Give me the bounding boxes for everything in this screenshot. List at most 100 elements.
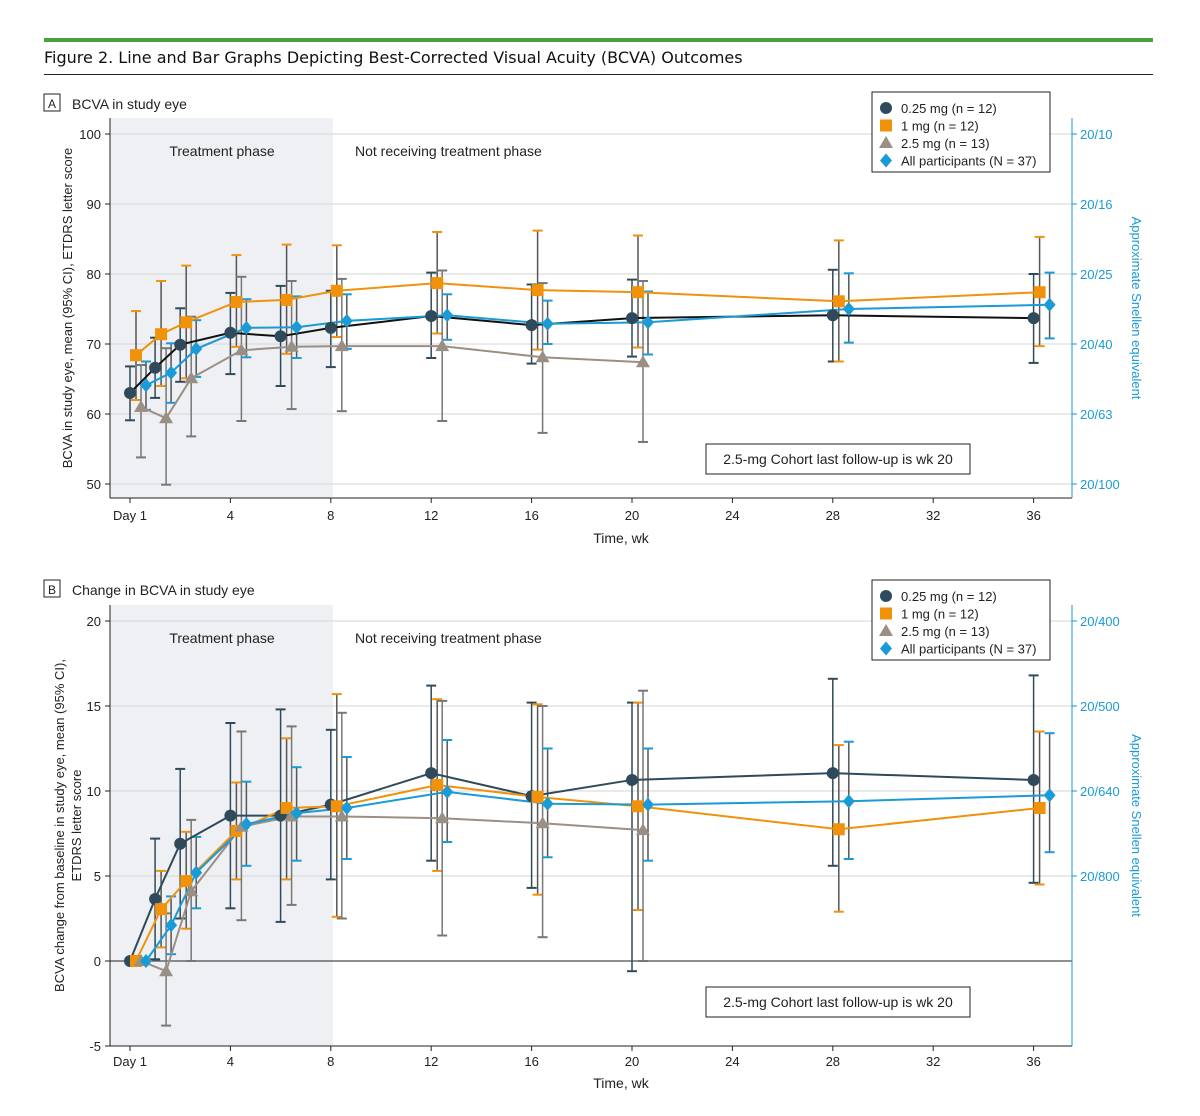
x-tick-label: 16 xyxy=(524,508,538,523)
data-point-diamond xyxy=(441,784,454,799)
y2-tick-label: 20/500 xyxy=(1080,699,1120,714)
data-point-square xyxy=(880,607,892,620)
data-point-triangle xyxy=(159,964,174,977)
data-point-circle xyxy=(1027,312,1040,325)
legend-label: 1 mg (n = 12) xyxy=(901,119,979,134)
data-point-circle xyxy=(1027,773,1040,786)
data-point-square xyxy=(330,800,343,813)
x-tick-label: 36 xyxy=(1026,1054,1040,1069)
data-point-circle xyxy=(826,767,839,780)
data-point-circle xyxy=(149,892,162,905)
data-point-triangle xyxy=(636,355,650,368)
x-tick-label: 28 xyxy=(826,1054,840,1069)
data-point-diamond xyxy=(190,341,203,356)
data-point-triangle xyxy=(879,624,893,636)
x-tick-label: Day 1 xyxy=(113,1054,147,1069)
data-point-square xyxy=(330,284,343,297)
y-axis-title: BCVA change from baseline in study eye, … xyxy=(52,659,84,992)
data-point-square xyxy=(280,293,293,306)
y-tick-label: 80 xyxy=(87,267,101,282)
x-tick-label: 32 xyxy=(926,1054,940,1069)
data-point-square xyxy=(280,802,293,814)
data-point-circle xyxy=(425,767,438,780)
y2-tick-label: 20/100 xyxy=(1080,477,1120,492)
data-point-triangle xyxy=(334,809,349,822)
x-tick-label: 12 xyxy=(424,508,438,523)
y-tick-label: 0 xyxy=(94,954,101,969)
data-point-diamond xyxy=(290,806,303,821)
y-tick-label: -5 xyxy=(89,1039,101,1054)
data-point-square xyxy=(155,328,168,341)
data-point-diamond xyxy=(165,365,178,380)
y2-axis-title: Approximate Snellen equivalent xyxy=(1129,734,1144,917)
data-point-circle xyxy=(880,590,892,602)
y2-tick-label: 20/640 xyxy=(1080,784,1120,799)
data-point-triangle xyxy=(535,816,550,829)
figure-title: Figure 2. Line and Bar Graphs Depicting … xyxy=(44,48,743,67)
y-tick-label: 70 xyxy=(87,337,101,352)
data-point-circle xyxy=(174,338,187,351)
data-point-square xyxy=(632,800,644,813)
data-point-circle xyxy=(880,102,892,114)
annotation-box xyxy=(705,443,971,475)
y-tick-label: 100 xyxy=(79,127,101,142)
data-point-diamond xyxy=(190,865,203,880)
y-tick-label: 50 xyxy=(87,477,101,492)
x-tick-label: 8 xyxy=(327,508,334,523)
data-point-triangle xyxy=(879,136,893,148)
data-point-square xyxy=(632,286,644,299)
data-point-diamond xyxy=(140,378,152,393)
legend-label: 0.25 mg (n = 12) xyxy=(901,101,997,116)
phase-label-off: Not receiving treatment phase xyxy=(355,630,542,646)
y2-tick-label: 20/63 xyxy=(1080,407,1113,422)
data-point-circle xyxy=(826,309,839,322)
data-point-diamond xyxy=(140,954,152,968)
data-point-triangle xyxy=(284,339,299,352)
title-divider xyxy=(44,74,1153,75)
y2-tick-label: 20/10 xyxy=(1080,127,1113,142)
data-point-square xyxy=(431,779,444,792)
legend-box xyxy=(871,91,1051,173)
x-tick-label: 28 xyxy=(826,508,840,523)
x-tick-label: 12 xyxy=(424,1054,438,1069)
data-point-diamond xyxy=(842,794,855,809)
legend-box xyxy=(871,579,1051,661)
data-point-triangle xyxy=(159,411,174,424)
y2-tick-label: 20/400 xyxy=(1080,614,1120,629)
data-point-triangle xyxy=(636,823,650,836)
x-tick-label: 4 xyxy=(227,508,234,523)
panel-title: Change in BCVA in study eye xyxy=(72,582,255,598)
data-point-square xyxy=(1033,802,1046,814)
data-point-diamond xyxy=(541,796,554,811)
legend-label: 1 mg (n = 12) xyxy=(901,607,979,622)
data-point-diamond xyxy=(340,801,353,815)
data-point-triangle xyxy=(284,809,299,822)
data-point-triangle xyxy=(535,350,550,363)
data-point-square xyxy=(832,295,845,308)
x-tick-label: Day 1 xyxy=(113,508,147,523)
y-tick-label: 20 xyxy=(87,614,101,629)
y2-tick-label: 20/25 xyxy=(1080,267,1113,282)
data-point-square xyxy=(1033,286,1046,299)
data-point-square xyxy=(531,790,544,803)
y-tick-label: 5 xyxy=(94,869,101,884)
data-point-circle xyxy=(174,837,187,850)
data-point-circle xyxy=(626,773,638,786)
data-point-triangle xyxy=(184,884,199,897)
legend-label: 2.5 mg (n = 13) xyxy=(901,624,990,639)
treatment-phase-shading xyxy=(110,605,333,1046)
x-tick-label: 20 xyxy=(625,508,639,523)
y-tick-label: 60 xyxy=(87,407,101,422)
data-point-diamond xyxy=(642,797,654,812)
data-point-square xyxy=(155,903,168,916)
panel-letter: A xyxy=(48,97,56,111)
panel-letter-box xyxy=(43,579,61,598)
x-tick-label: 24 xyxy=(725,508,739,523)
y-tick-label: 10 xyxy=(87,784,101,799)
legend-label: All participants (N = 37) xyxy=(901,642,1036,657)
data-point-circle xyxy=(626,312,638,325)
y2-tick-label: 20/16 xyxy=(1080,197,1113,212)
y2-tick-label: 20/40 xyxy=(1080,337,1113,352)
data-point-circle xyxy=(274,330,287,343)
data-point-triangle xyxy=(334,339,349,352)
